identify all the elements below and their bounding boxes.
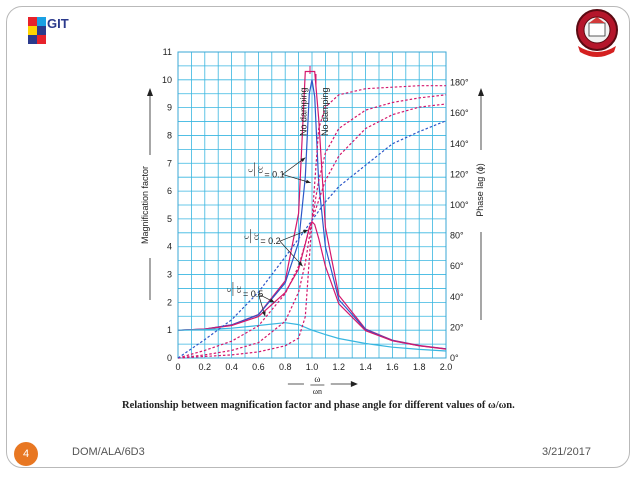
damping-label-01-den: cc xyxy=(255,166,264,174)
y-left-axis-label: Magnification factor xyxy=(140,166,150,244)
leader-arrow-02-a xyxy=(279,229,309,242)
y-left-tick-label: 1 xyxy=(167,325,172,335)
x-tick-label: 1.4 xyxy=(359,362,372,372)
chart-grid xyxy=(177,51,447,359)
institute-emblem-icon xyxy=(576,9,618,57)
y-right-tick-label: 40° xyxy=(450,292,464,302)
magnification-curve-0_5 xyxy=(177,322,447,352)
x-tick-label: 2.0 xyxy=(440,362,453,372)
x-axis-label-den: ωn xyxy=(313,387,322,396)
y-left-tick-label: 10 xyxy=(162,75,172,85)
x-axis-arrowhead xyxy=(350,381,358,387)
y-left-tick-label: 2 xyxy=(167,297,172,307)
x-tick-label: 0 xyxy=(175,362,180,372)
damping-label-05-den: cc xyxy=(234,285,243,293)
y-left-tick-label: 5 xyxy=(167,214,172,224)
x-tick-label: 0.8 xyxy=(279,362,292,372)
y-right-tick-label: 60° xyxy=(450,261,464,271)
y-right-tick-label: 120° xyxy=(450,169,469,179)
leader-arrow-05-a-head xyxy=(269,298,275,303)
chart-ticks: 0 0.2 0.4 0.6 0.8 1.0 1.2 1.4 1.6 1.8 2.0 0 1 2 3 4 5 6 7 8… xyxy=(140,47,485,396)
y-right-tick-label: 20° xyxy=(450,322,464,332)
y-right-axis-label: Phase lag (ϕ) xyxy=(475,163,485,217)
y-right-tick-label: 80° xyxy=(450,231,464,241)
leader-arrow-02-b xyxy=(279,240,303,267)
x-tick-label: 0.2 xyxy=(199,362,212,372)
leader-arrow-05-b-head xyxy=(261,311,266,317)
y-left-tick-label: 6 xyxy=(167,186,172,196)
leader-arrow-02-a-head xyxy=(302,229,308,234)
leader-arrow-01-b xyxy=(282,174,311,184)
damping-label-05-num: c xyxy=(224,288,233,292)
git-logo: GIT xyxy=(28,16,69,44)
damping-label-05-value: = 0.5 xyxy=(243,289,263,299)
slide-number: 4 xyxy=(14,442,38,466)
x-tick-label: 1.0 xyxy=(306,362,319,372)
y-left-arrowhead xyxy=(147,88,153,96)
damping-label-02-value: = 0.2 xyxy=(260,236,280,246)
leader-arrow-01-a xyxy=(282,157,306,175)
no-damping-label-2: No damping xyxy=(320,87,330,136)
y-right-tick-label: 0° xyxy=(450,353,459,363)
y-left-tick-label: 7 xyxy=(167,158,172,168)
chart-caption: Relationship between magnification facto… xyxy=(122,400,515,411)
leader-arrow-01-b-head xyxy=(305,179,311,184)
y-right-tick-label: 160° xyxy=(450,108,469,118)
y-left-tick-label: 4 xyxy=(167,242,172,252)
y-right-tick-label: 140° xyxy=(450,139,469,149)
leader-arrow-02-b-head xyxy=(298,261,303,267)
x-tick-label: 0.6 xyxy=(252,362,265,372)
y-left-tick-label: 11 xyxy=(163,47,172,57)
damping-label-01-num: c xyxy=(245,168,254,172)
plot-border xyxy=(177,51,447,359)
chart-curves xyxy=(177,65,447,359)
phase-curve-0_05 xyxy=(177,85,446,359)
damping-label-01-value: = 0.1 xyxy=(264,169,284,179)
y-left-tick-label: 3 xyxy=(167,270,172,280)
damping-label-02-den: cc xyxy=(251,233,260,241)
x-tick-label: 1.6 xyxy=(386,362,399,372)
magnification-curve-0_2 xyxy=(177,220,447,350)
x-tick-label: 1.2 xyxy=(333,362,346,372)
x-tick-label: 1.8 xyxy=(413,362,426,372)
magnification-curve-0_1 xyxy=(177,79,447,350)
y-left-tick-label: 0 xyxy=(167,353,172,363)
phase-curve-0_5 xyxy=(177,120,447,359)
x-tick-label: 0.4 xyxy=(225,362,238,372)
x-axis-label-num: ω xyxy=(314,374,320,384)
damping-label-02-num: c xyxy=(241,235,250,239)
y-right-arrowhead xyxy=(478,88,484,96)
footer-course-code: DOM/ALA/6D3 xyxy=(72,446,145,458)
footer-date: 3/21/2017 xyxy=(542,446,591,458)
logo-text: GIT xyxy=(47,16,69,31)
y-left-tick-label: 9 xyxy=(167,103,172,113)
y-right-tick-label: 180° xyxy=(450,78,469,88)
y-left-tick-label: 8 xyxy=(167,130,172,140)
leader-arrow-01-a-head xyxy=(300,157,306,163)
y-right-tick-label: 100° xyxy=(450,200,469,210)
no-damping-label-1: No damping xyxy=(299,87,309,136)
